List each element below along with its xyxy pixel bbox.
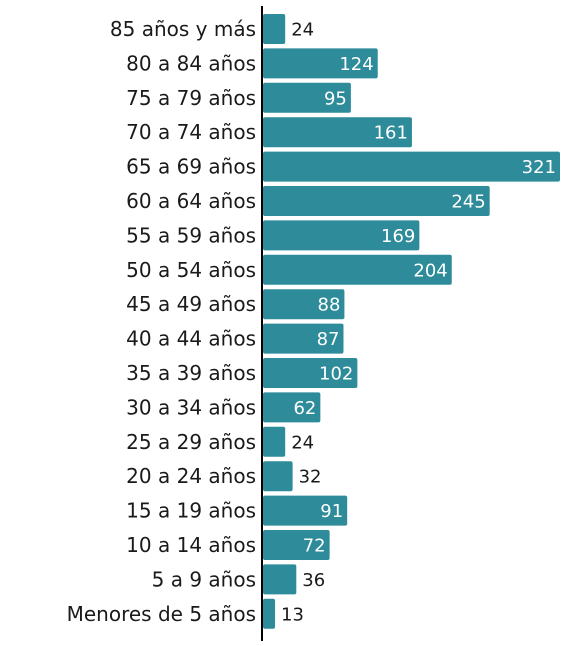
category-label: 85 años y más: [110, 17, 256, 41]
bar: [263, 598, 276, 629]
data-label: 161: [374, 123, 408, 144]
bar: [263, 392, 321, 423]
data-label: 245: [451, 192, 485, 213]
category-label: 25 a 29 años: [126, 430, 256, 454]
category-label: 30 a 34 años: [126, 395, 256, 419]
bar: [263, 117, 412, 148]
data-label: 91: [320, 501, 343, 522]
bar: [263, 564, 297, 595]
category-label: 60 a 64 años: [126, 189, 256, 213]
data-label: 95: [324, 88, 347, 109]
bar: [263, 461, 293, 492]
bar: [263, 220, 420, 251]
bar: [263, 323, 344, 354]
bar: [263, 530, 330, 560]
category-label: 70 a 74 años: [126, 120, 256, 144]
category-label: 15 a 19 años: [126, 499, 256, 523]
data-label: 36: [302, 570, 325, 591]
category-label: 80 a 84 años: [126, 51, 256, 75]
data-label: 124: [339, 54, 373, 75]
data-label: 13: [281, 604, 304, 625]
bar: [263, 82, 351, 113]
category-label: 75 a 79 años: [126, 86, 256, 110]
category-label: 50 a 54 años: [126, 258, 256, 282]
data-label: 88: [318, 295, 341, 316]
category-label: 65 a 69 años: [126, 155, 256, 179]
data-label: 62: [293, 398, 316, 419]
bar: [263, 48, 378, 79]
data-label: 32: [299, 467, 322, 488]
bar: [263, 358, 358, 388]
category-label: 10 a 14 años: [126, 533, 256, 557]
category-label: Menores de 5 años: [67, 602, 256, 626]
data-label: 321: [522, 157, 556, 178]
category-label: 5 a 9 años: [152, 567, 256, 591]
data-label: 24: [291, 432, 314, 453]
bar: [263, 14, 286, 44]
bar: [263, 495, 348, 526]
bar: [263, 289, 345, 320]
bar: [263, 426, 286, 457]
category-label: 20 a 24 años: [126, 464, 256, 488]
data-label: 204: [413, 260, 447, 281]
category-label: 55 a 59 años: [126, 223, 256, 247]
data-label: 169: [381, 226, 415, 247]
bar: [263, 186, 490, 216]
category-label: 35 a 39 años: [126, 361, 256, 385]
data-label: 102: [319, 364, 353, 385]
bar: [263, 254, 452, 285]
category-label: 45 a 49 años: [126, 292, 256, 316]
data-label: 87: [317, 329, 340, 350]
data-label: 72: [303, 536, 326, 557]
category-label: 40 a 44 años: [126, 327, 256, 351]
data-label: 24: [291, 20, 314, 41]
bar: [263, 151, 560, 182]
